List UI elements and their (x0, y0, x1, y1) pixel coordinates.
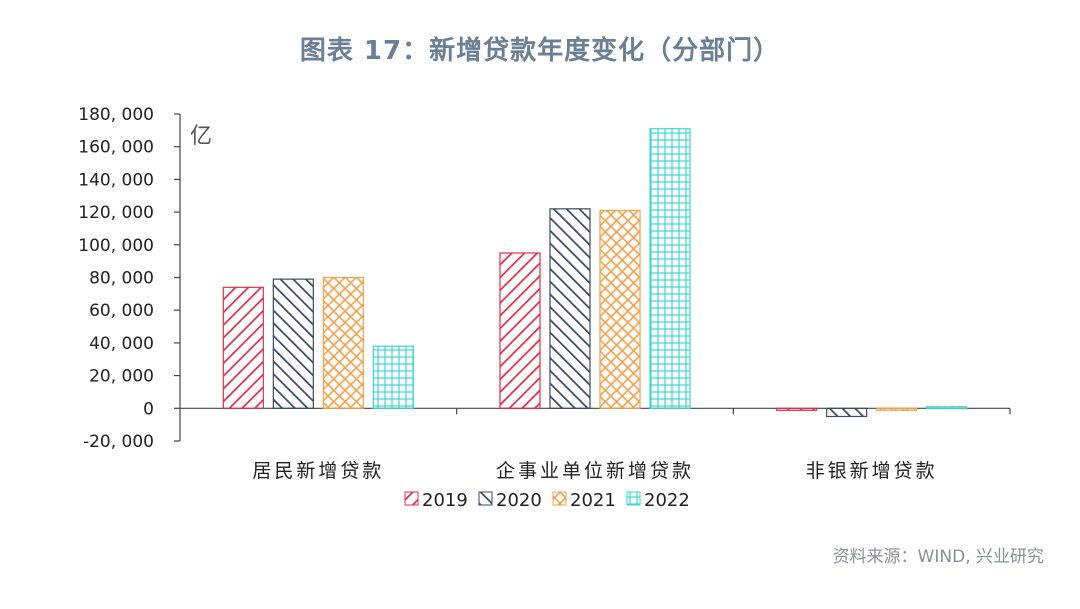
bar-2021-1 (599, 209, 641, 409)
bar-2020-0 (272, 278, 314, 409)
bar-2021-2 (876, 407, 918, 411)
category-label: 非银新增贷款 (806, 460, 938, 482)
legend-label-2019: 2019 (422, 490, 468, 511)
bar-2019-0 (222, 286, 264, 409)
labels: 居民新增贷款 企事业单位新增贷款 非银新增贷款 (252, 460, 938, 482)
legend: 2019 2020 2021 2022 (404, 490, 690, 511)
chart-title: 图表 17：新增贷款年度变化（分部门） (299, 36, 781, 66)
y-tick-label: 20, 000 (89, 367, 154, 387)
bar-2022-1 (649, 128, 691, 409)
y-tick-label: 180, 000 (78, 105, 154, 125)
legend-label-2021: 2021 (570, 490, 616, 511)
source-note: 资料来源：WIND, 兴业研究 (832, 547, 1044, 567)
legend-swatch-2019 (404, 491, 419, 506)
legend-label-2020: 2020 (496, 490, 542, 511)
bar-2022-2 (926, 406, 968, 410)
legend-swatch-2021 (552, 491, 567, 506)
bar-2019-1 (499, 252, 541, 409)
axes: 180, 000 160, 000 140, 000 120, 000 100, 000… (78, 105, 1011, 452)
y-tick-label: 40, 000 (89, 334, 154, 354)
bar-2020-1 (549, 208, 591, 409)
legend-swatch-2022 (626, 491, 641, 506)
y-tick-label: 160, 000 (78, 138, 154, 158)
y-tick-label: -20, 000 (83, 432, 154, 452)
bar-2022-0 (372, 345, 414, 409)
legend-label-2022: 2022 (644, 490, 690, 511)
bar-2021-0 (322, 276, 364, 409)
y-tick-label: 140, 000 (78, 170, 154, 190)
unit-label: 亿 (190, 124, 212, 149)
y-tick-label: 80, 000 (89, 269, 154, 289)
bars (222, 128, 968, 418)
legend-swatch-2020 (478, 491, 493, 506)
category-label: 居民新增贷款 (252, 460, 384, 482)
y-tick-label: 0 (143, 399, 154, 419)
y-tick-label: 120, 000 (78, 203, 154, 223)
y-tick-label: 100, 000 (78, 236, 154, 256)
category-label: 企事业单位新增贷款 (496, 460, 694, 482)
y-tick-label: 60, 000 (89, 301, 154, 321)
bar-2020-2 (826, 407, 868, 418)
bar-2019-2 (776, 407, 818, 411)
